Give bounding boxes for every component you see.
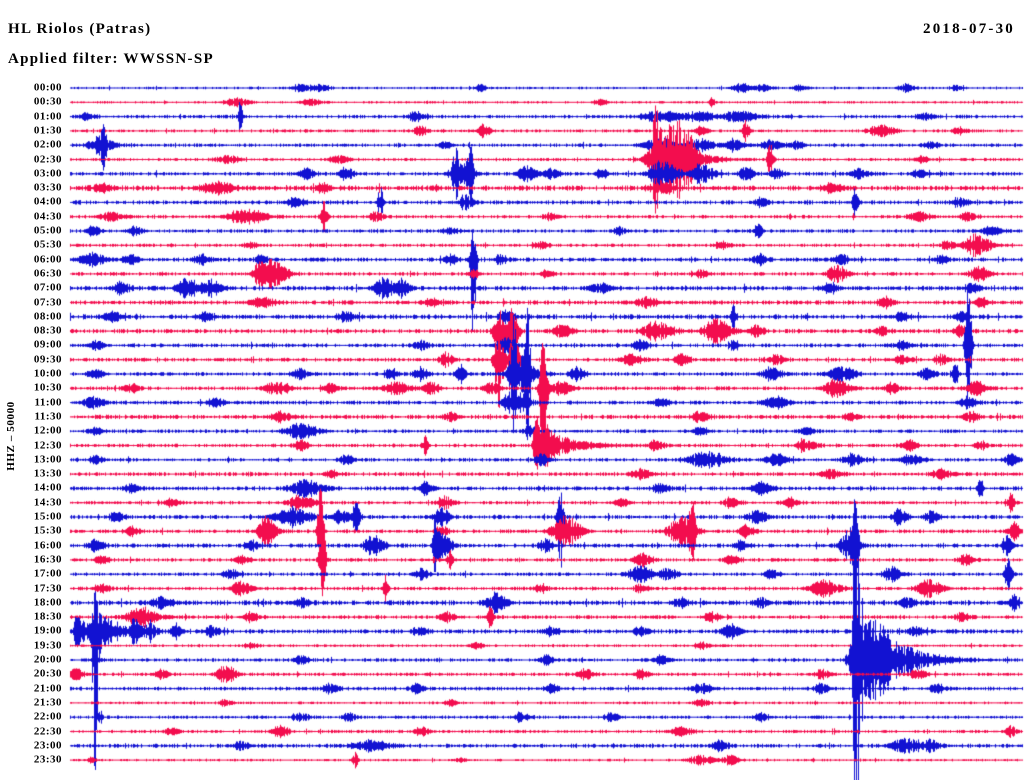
row-time-label: 16:30	[33, 553, 62, 566]
row-time-label: 23:00	[33, 739, 62, 752]
row-time-label: 20:30	[33, 667, 62, 680]
row-time-label: 05:00	[33, 224, 62, 237]
row-time-label: 10:00	[33, 367, 62, 380]
row-time-label: 20:00	[33, 653, 62, 666]
row-time-label: 09:00	[33, 338, 62, 351]
row-time-label: 15:00	[33, 510, 62, 523]
row-time-label: 23:30	[33, 753, 62, 766]
row-time-label: 04:00	[33, 195, 62, 208]
row-time-label: 11:00	[34, 396, 62, 409]
row-time-label: 01:00	[33, 110, 62, 123]
row-time-label: 00:00	[33, 81, 62, 94]
row-time-label: 03:30	[33, 181, 62, 194]
row-time-label: 21:30	[33, 696, 62, 709]
row-time-label: 04:30	[33, 210, 62, 223]
row-time-label: 14:00	[33, 481, 62, 494]
row-time-label: 15:30	[33, 524, 62, 537]
row-time-label: 21:00	[33, 682, 62, 695]
row-time-label: 22:30	[33, 725, 62, 737]
row-time-label: 17:30	[33, 582, 62, 594]
row-time-label: 06:00	[33, 253, 62, 266]
row-time-label: 13:00	[33, 453, 62, 466]
row-time-label: 08:00	[33, 310, 62, 323]
row-time-label: 18:30	[33, 610, 62, 623]
row-time-label: 12:00	[33, 424, 62, 437]
row-time-label: 18:00	[33, 596, 62, 609]
row-time-label: 08:30	[33, 324, 62, 337]
row-time-label: 12:30	[33, 439, 62, 451]
row-time-label: 06:30	[33, 267, 62, 280]
row-time-label: 19:00	[33, 624, 62, 637]
row-time-label: 22:00	[33, 710, 62, 723]
row-time-label: 14:30	[33, 496, 62, 509]
row-time-label: 17:00	[33, 567, 62, 580]
row-time-label: 10:30	[33, 381, 62, 394]
row-time-label: 02:00	[33, 138, 62, 151]
row-time-label: 07:00	[33, 281, 62, 294]
row-time-label: 11:30	[34, 410, 62, 423]
row-time-label: 03:00	[33, 167, 62, 180]
row-time-label: 13:30	[33, 467, 62, 480]
row-time-label: 09:30	[33, 353, 62, 366]
row-time-label: 05:30	[33, 238, 62, 251]
row-time-label: 19:30	[33, 639, 62, 652]
row-time-label: 16:00	[33, 539, 62, 552]
row-time-label: 01:30	[33, 124, 62, 137]
row-time-label: 02:30	[33, 153, 62, 165]
row-time-label: 00:30	[33, 95, 62, 108]
row-time-label: 07:30	[33, 296, 62, 308]
